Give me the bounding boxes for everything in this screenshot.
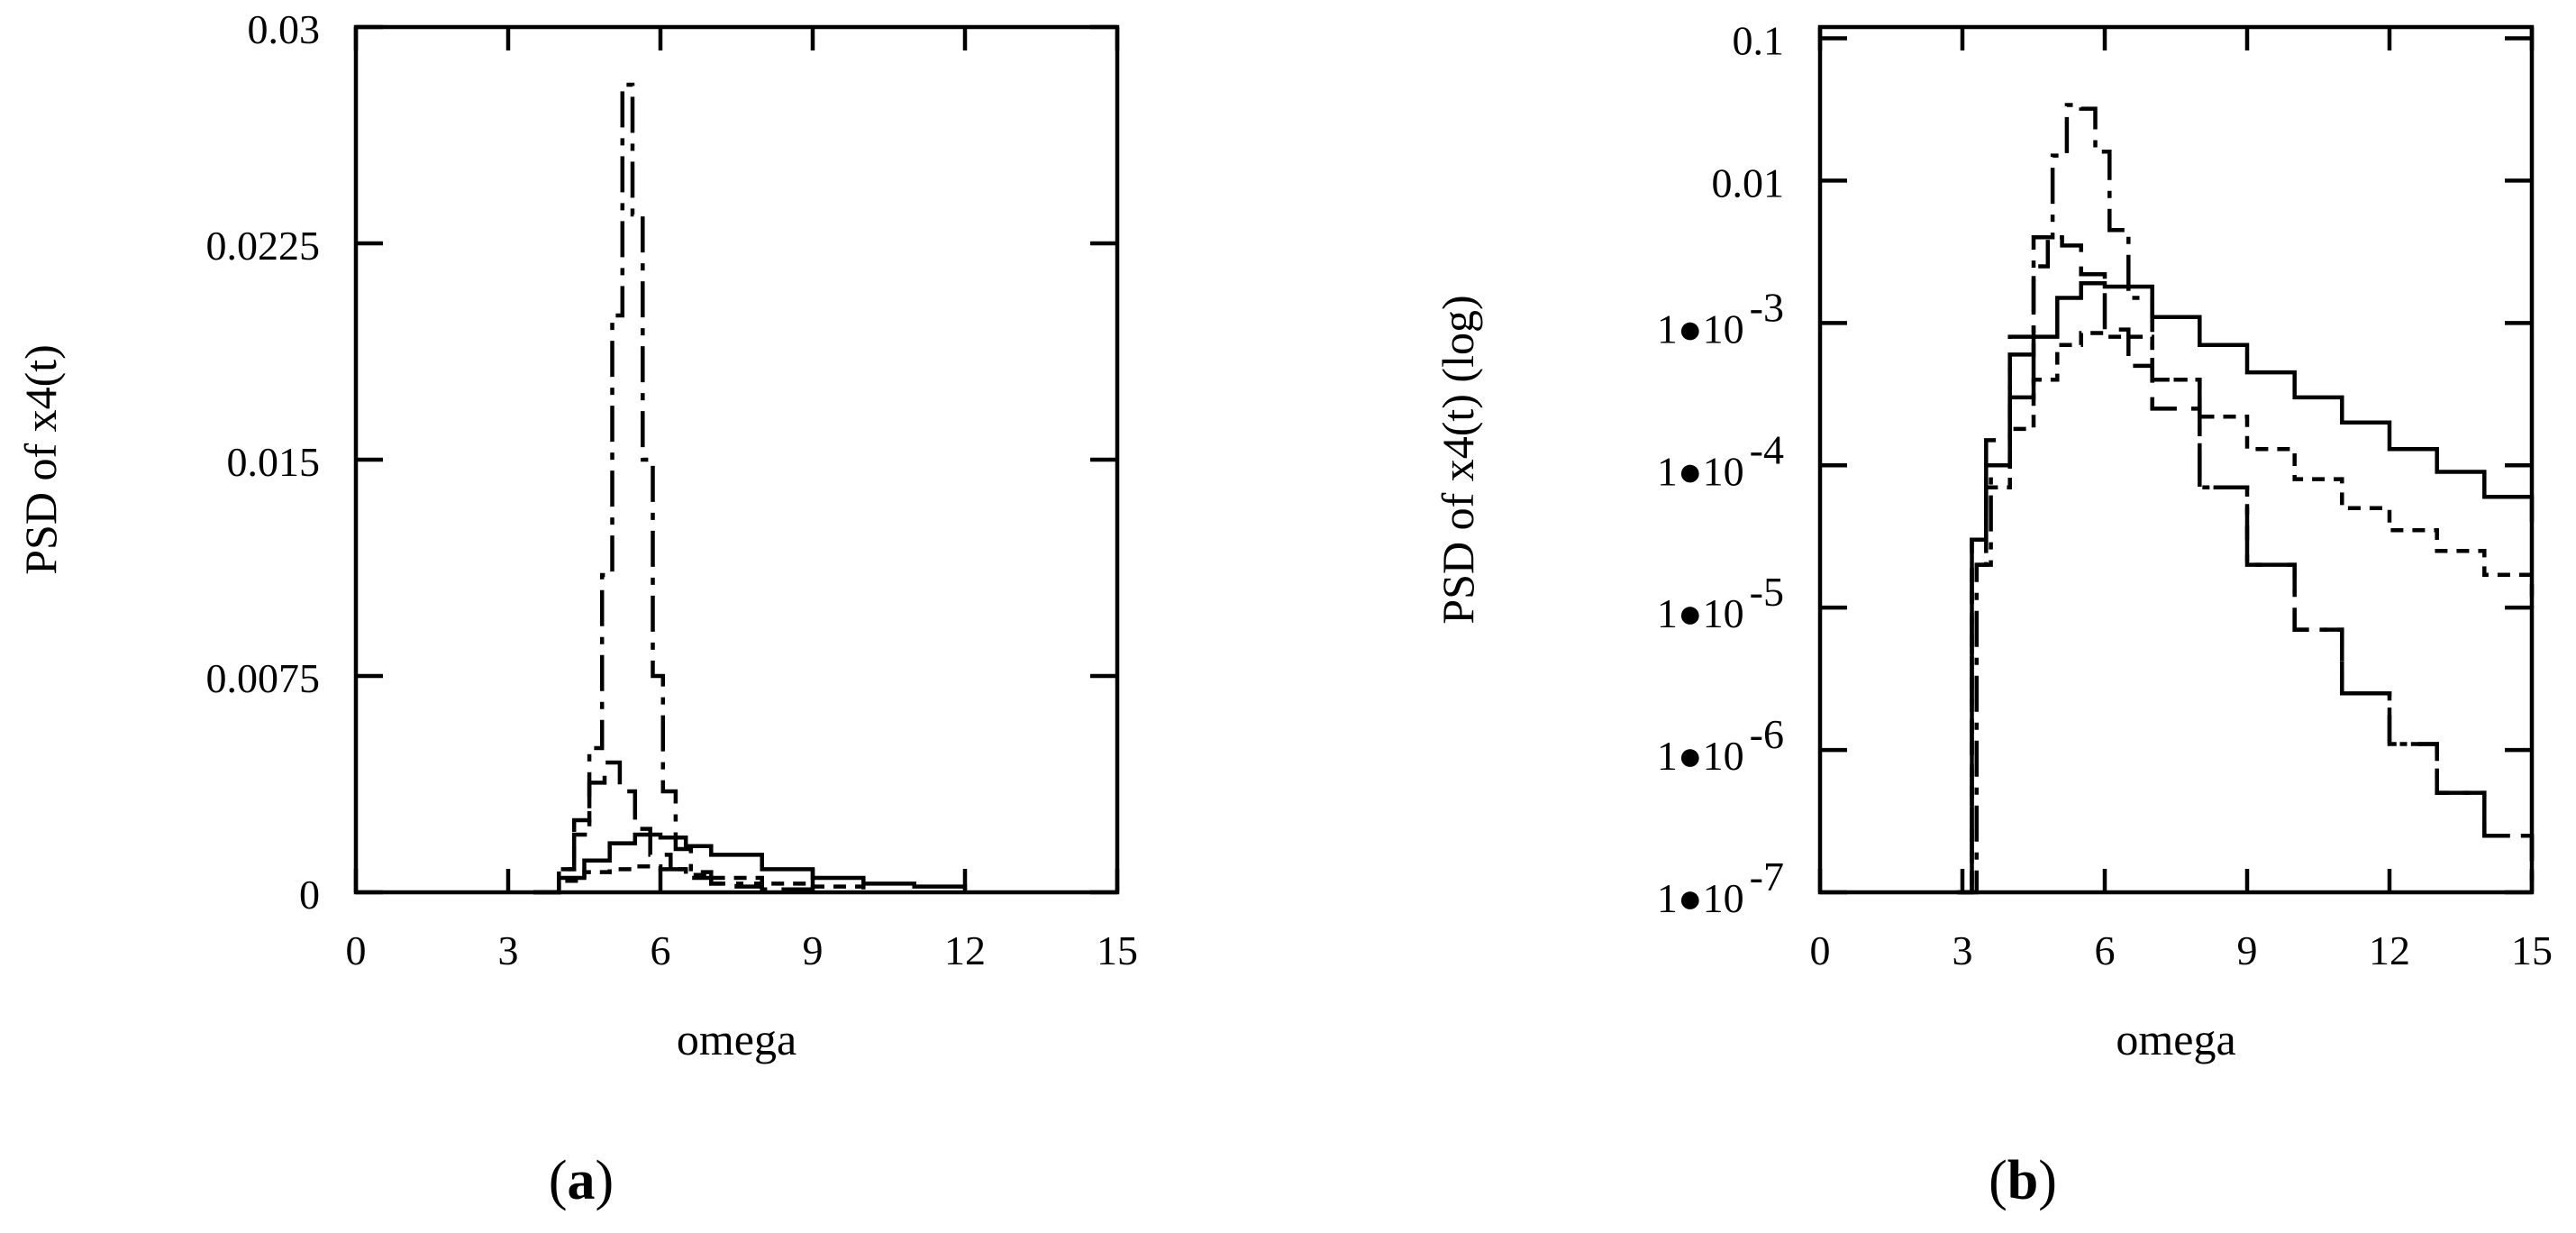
y-tick-exponent: -7 — [1750, 854, 1784, 900]
y-tick-mantissa: 1 — [1657, 875, 1678, 921]
panel-label: (b) — [1989, 1150, 2057, 1211]
panel-letter: a — [568, 1150, 596, 1211]
y-tick-mantissa: 1 — [1657, 590, 1678, 636]
x-tick-label: 6 — [651, 927, 671, 973]
y-tick-label: 1●10 -6 — [1657, 711, 1784, 779]
panel-b: 0 3 6 9 12 150.10.011●10 -31●10 -41●10 -51●10 -61… — [1433, 18, 2553, 1211]
x-tick-label: 12 — [944, 927, 986, 973]
y-tick-label: 0.03 — [248, 6, 321, 52]
series-line-short-dash — [1957, 331, 2535, 895]
y-axis-label: PSD of x4(t) (log) — [1433, 295, 1483, 624]
panel-label: (a) — [549, 1150, 614, 1211]
y-tick-exponent: -3 — [1750, 284, 1784, 330]
series-line-dash — [533, 760, 813, 895]
x-tick-label: 15 — [1097, 927, 1138, 973]
y-tick-label: 1●10 -4 — [1657, 426, 1784, 494]
series-line-short-dash — [533, 863, 866, 895]
y-tick-label: 0.01 — [1712, 160, 1785, 206]
series-line-solid — [1957, 281, 2535, 895]
x-tick-label: 15 — [2511, 927, 2553, 973]
panel-letter: b — [2007, 1150, 2038, 1211]
series-line-dash — [1957, 235, 2535, 895]
y-tick-exponent: -4 — [1750, 426, 1784, 472]
y-tick-multiply-dot: ●10 — [1678, 306, 1744, 352]
x-tick-label: 6 — [2095, 927, 2116, 973]
plot-frame — [1817, 24, 2535, 895]
y-tick-exponent: -5 — [1750, 569, 1784, 615]
panel-a: 0 3 6 9 12 15 0 0.0075 0.015 0.0225 0.03 omega PSD o… — [15, 6, 1138, 1211]
y-tick-mantissa: 1 — [1657, 306, 1678, 352]
x-tick-label: 12 — [2369, 927, 2410, 973]
y-tick-label: 0.1 — [1733, 18, 1785, 64]
y-tick-mantissa: 1 — [1657, 733, 1678, 779]
y-tick-mantissa: 1 — [1657, 448, 1678, 494]
series-line-dash-dot — [1962, 103, 2535, 895]
x-tick-label: 0 — [346, 927, 367, 973]
y-tick-label: 0.0225 — [206, 223, 321, 269]
y-axis-label: PSD of x4(t) — [15, 344, 66, 575]
y-tick-multiply-dot: ●10 — [1678, 590, 1744, 636]
y-tick-multiply-dot: ●10 — [1678, 733, 1744, 779]
y-tick-label: 1●10 -3 — [1657, 284, 1784, 352]
y-tick-multiply-dot: ●10 — [1678, 448, 1744, 494]
x-tick-label: 3 — [1952, 927, 1973, 973]
x-tick-label: 3 — [498, 927, 519, 973]
x-tick-label: 9 — [803, 927, 824, 973]
x-axis-label: omega — [677, 1014, 796, 1064]
y-tick-label: 0.0075 — [206, 655, 321, 701]
series-line-solid — [533, 832, 968, 895]
x-axis-label: omega — [2116, 1014, 2235, 1064]
y-tick-label: 0.015 — [227, 439, 321, 485]
x-tick-label: 9 — [2237, 927, 2258, 973]
y-tick-label: 1●10 -5 — [1657, 569, 1784, 636]
y-tick-multiply-dot: ●10 — [1678, 875, 1744, 921]
x-tick-label: 0 — [1810, 927, 1831, 973]
y-tick-label: 1●10 -7 — [1657, 854, 1784, 921]
y-tick-exponent: -6 — [1750, 711, 1784, 757]
plot-frame — [353, 24, 1120, 895]
series-line-dash-dot — [543, 82, 764, 895]
y-tick-label: 0 — [299, 872, 320, 918]
